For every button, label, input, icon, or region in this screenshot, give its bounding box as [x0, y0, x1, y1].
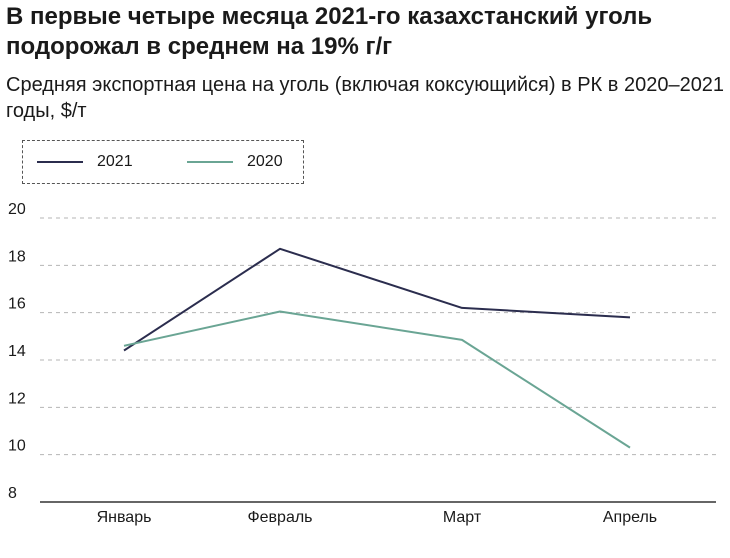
series-line-2021 — [123, 247, 631, 352]
y-tick-label: 18 — [8, 248, 26, 265]
legend-swatch-2021 — [37, 161, 83, 163]
y-tick-label: 20 — [8, 201, 26, 218]
x-tick-label: Январь — [97, 509, 152, 526]
legend: 2021 2020 — [22, 140, 304, 184]
y-tick-label: 8 — [8, 485, 17, 502]
legend-swatch-2020 — [187, 161, 233, 163]
legend-label-2020: 2020 — [247, 153, 283, 170]
y-tick-label: 14 — [8, 343, 26, 360]
y-tick-label: 16 — [8, 296, 26, 313]
chart-title: В первые четыре месяца 2021-го казахстан… — [6, 3, 653, 60]
series-line-2020 — [123, 310, 631, 449]
legend-item-2021: 2021 — [37, 153, 133, 171]
legend-label-2021: 2021 — [97, 153, 133, 170]
chart-subtitle: Средняя экспортная цена на уголь (включа… — [6, 74, 725, 122]
legend-item-2020: 2020 — [187, 153, 283, 171]
y-tick-label: 12 — [8, 390, 26, 407]
x-tick-label: Март — [443, 509, 482, 526]
x-tick-label: Февраль — [247, 509, 312, 526]
y-tick-label: 10 — [8, 438, 26, 455]
x-tick-label: Апрель — [603, 509, 657, 526]
